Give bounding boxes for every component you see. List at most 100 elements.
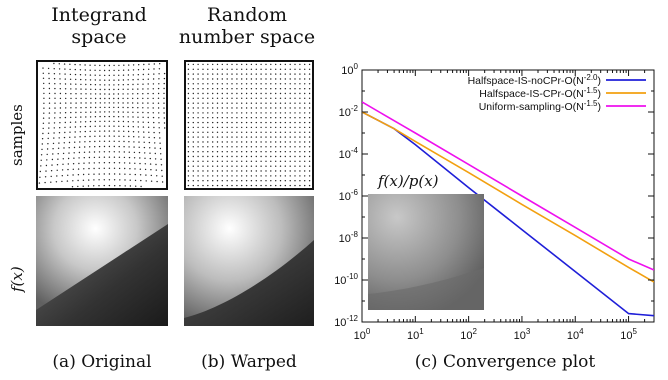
sample-point: [103, 135, 106, 137]
sample-point: [87, 185, 90, 187]
sample-point: [158, 117, 160, 119]
sample-point: [192, 151, 194, 153]
sample-point: [245, 78, 248, 80]
sample-point: [59, 122, 61, 124]
sample-point: [275, 63, 277, 66]
sample-point: [212, 73, 214, 75]
sample-point: [308, 180, 311, 182]
sample-point: [153, 73, 155, 75]
sample-point: [108, 79, 111, 81]
sample-point: [71, 186, 74, 188]
sample-point: [113, 125, 115, 127]
sample-point: [192, 117, 194, 119]
sample-point: [260, 88, 262, 90]
sample-point: [294, 180, 296, 182]
inset-ratio-field: [368, 194, 484, 310]
sample-point: [207, 151, 209, 153]
sample-point: [279, 141, 282, 143]
sample-point: [154, 147, 156, 149]
sample-point: [265, 160, 267, 162]
sample-point: [89, 135, 91, 138]
sample-point: [160, 158, 162, 160]
sample-point: [270, 63, 272, 66]
sample-point: [231, 63, 233, 66]
original-samples-grid: [38, 62, 166, 188]
sample-point: [207, 88, 209, 90]
sample-point: [241, 107, 243, 109]
sample-point: [260, 126, 262, 129]
inset-ratio-image: [368, 194, 484, 310]
sample-point: [226, 180, 228, 182]
random-number-space-title: Random number space: [176, 4, 318, 48]
sample-point: [103, 64, 106, 67]
sample-point: [304, 117, 306, 119]
sample-point: [226, 151, 228, 153]
sample-point: [212, 92, 214, 95]
sample-point: [161, 175, 163, 177]
sample-point: [260, 112, 262, 114]
sample-point: [99, 93, 101, 95]
sample-point: [157, 102, 160, 104]
sample-point: [153, 137, 156, 139]
sample-point: [289, 141, 291, 143]
sample-point: [69, 68, 71, 71]
sample-point: [90, 83, 92, 86]
sample-point: [93, 185, 95, 187]
y-tick-label: 10-2: [339, 104, 359, 119]
sample-point: [212, 160, 214, 162]
sample-point: [54, 107, 56, 109]
sample-point: [89, 130, 91, 133]
sample-point: [279, 126, 282, 129]
sample-point: [250, 175, 253, 177]
y-tick-label: 100: [341, 62, 358, 77]
sample-point: [270, 107, 272, 109]
sample-point: [284, 68, 286, 70]
sample-point: [138, 64, 140, 66]
sample-point: [113, 106, 115, 109]
sample-point: [275, 146, 277, 148]
sample-point: [202, 160, 204, 162]
sample-point: [304, 63, 306, 66]
sample-point: [187, 180, 190, 182]
sample-point: [47, 143, 49, 145]
sample-point: [108, 102, 111, 104]
sample-point: [134, 162, 136, 164]
sample-point: [137, 97, 139, 100]
original-integrand-image: [36, 196, 168, 326]
sample-point: [265, 112, 267, 114]
sample-point: [284, 92, 286, 95]
sample-point: [197, 160, 199, 162]
sample-point: [93, 167, 95, 170]
sample-point: [148, 136, 150, 139]
sample-point: [132, 93, 134, 95]
sample-point: [192, 68, 194, 70]
sample-point: [163, 117, 165, 119]
sample-point: [279, 68, 282, 70]
sample-point: [279, 170, 282, 172]
sample-point: [270, 155, 272, 158]
sample-point: [88, 151, 91, 153]
sample-point: [127, 69, 130, 71]
sample-point: [41, 148, 43, 151]
sample-point: [50, 175, 52, 178]
sample-point: [231, 170, 233, 172]
sample-point: [299, 180, 301, 182]
original-integrand-field: [36, 196, 168, 326]
sample-point: [94, 79, 96, 81]
sample-point: [132, 83, 134, 86]
sample-point: [152, 83, 155, 85]
sample-point: [59, 88, 61, 90]
sample-point: [117, 106, 120, 109]
sample-point: [255, 92, 257, 95]
sample-point: [150, 174, 152, 177]
sample-point: [70, 97, 72, 100]
sample-point: [47, 137, 49, 140]
sample-point: [85, 83, 87, 86]
sample-point: [207, 107, 209, 109]
sample-point: [294, 88, 296, 90]
sample-point: [137, 102, 139, 104]
sample-point: [250, 107, 253, 109]
sample-point: [197, 141, 199, 143]
sample-point: [108, 140, 111, 142]
sample-point: [212, 117, 214, 119]
